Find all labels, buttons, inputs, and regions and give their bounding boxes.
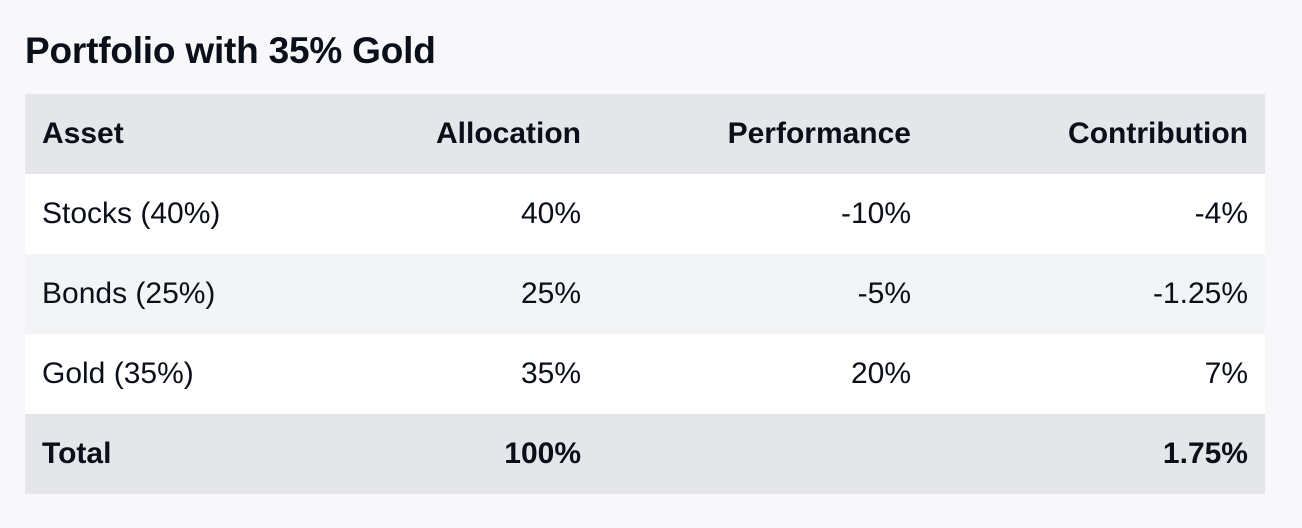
cell-contribution: 7% xyxy=(1204,357,1248,390)
cell-asset: Bonds (25%) xyxy=(42,277,216,310)
cell-asset: Stocks (40%) xyxy=(42,197,221,230)
portfolio-table: Asset Allocation Performance Contributio… xyxy=(25,94,1265,494)
page-title: Portfolio with 35% Gold xyxy=(25,30,436,71)
cell-performance: -5% xyxy=(857,277,911,310)
table-row: Gold (35%) 35% 20% 7% xyxy=(25,334,1265,414)
total-label: Total xyxy=(42,437,112,470)
column-header-contribution: Contribution xyxy=(1068,117,1248,150)
table-row: Bonds (25%) 25% -5% -1.25% xyxy=(25,254,1265,334)
total-contribution: 1.75% xyxy=(1162,437,1248,470)
column-header-asset: Asset xyxy=(42,117,124,150)
cell-performance: -10% xyxy=(840,197,911,230)
table-total-row: Total 100% 1.75% xyxy=(25,414,1265,494)
cell-asset: Gold (35%) xyxy=(42,357,194,390)
cell-allocation: 35% xyxy=(520,357,581,390)
column-header-performance: Performance xyxy=(727,117,911,150)
table-row: Stocks (40%) 40% -10% -4% xyxy=(25,174,1265,254)
table-header-row: Asset Allocation Performance Contributio… xyxy=(25,94,1265,174)
cell-performance: 20% xyxy=(850,357,911,390)
cell-allocation: 25% xyxy=(520,277,581,310)
column-header-allocation: Allocation xyxy=(435,117,581,150)
cell-allocation: 40% xyxy=(520,197,581,230)
total-allocation: 100% xyxy=(504,437,581,470)
cell-contribution: -4% xyxy=(1194,197,1248,230)
total-performance xyxy=(598,414,928,494)
cell-contribution: -1.25% xyxy=(1152,277,1248,310)
